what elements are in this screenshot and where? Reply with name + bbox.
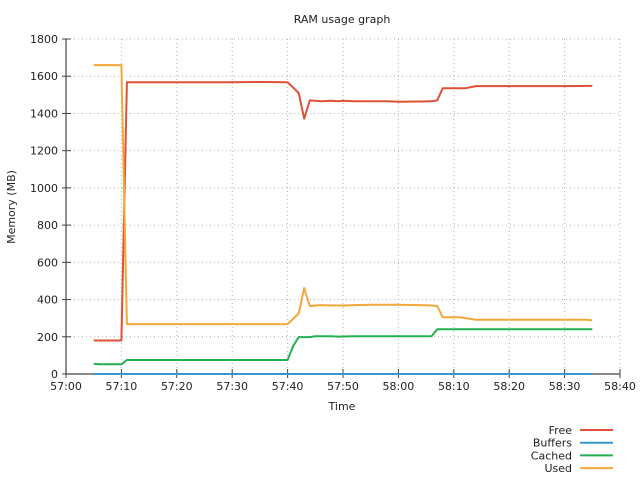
grid-lines — [66, 38, 621, 374]
y-tick-label: 1800 — [30, 33, 58, 46]
y-tick-label: 1400 — [30, 107, 58, 120]
x-axis-ticks: 57:00 57:10 57:20 57:30 57:40 57:50 58:00 58:10… — [50, 369, 636, 393]
y-tick-label: 1200 — [30, 145, 58, 158]
legend-label-cached: Cached — [531, 449, 572, 462]
y-tick-label: 1000 — [30, 182, 58, 195]
x-axis-title: Time — [328, 400, 356, 413]
y-tick-label: 400 — [37, 294, 58, 307]
y-tick-label: 1600 — [30, 70, 58, 83]
series-lines — [93, 64, 593, 375]
x-tick-label: 58:40 — [604, 380, 636, 393]
chart-title: RAM usage graph — [294, 13, 391, 26]
x-tick-label: 58:10 — [438, 380, 470, 393]
series-line-used — [93, 64, 593, 326]
x-tick-label: 58:20 — [493, 380, 525, 393]
x-tick-label: 57:20 — [161, 380, 193, 393]
legend-label-buffers: Buffers — [533, 437, 572, 450]
y-tick-label: 0 — [51, 368, 58, 381]
x-tick-label: 57:40 — [272, 380, 304, 393]
y-tick-label: 200 — [37, 331, 58, 344]
y-axis-ticks: 0 200 400 600 800 1000 1200 1400 1600 1800 — [30, 33, 71, 381]
series-line-free — [93, 81, 593, 342]
y-tick-label: 600 — [37, 256, 58, 269]
x-tick-label: 57:30 — [216, 380, 248, 393]
y-tick-label: 800 — [37, 219, 58, 232]
x-tick-label: 58:00 — [383, 380, 415, 393]
x-tick-label: 57:00 — [50, 380, 82, 393]
legend-label-free: Free — [549, 424, 573, 437]
x-tick-label: 57:10 — [106, 380, 138, 393]
x-tick-label: 57:50 — [327, 380, 359, 393]
series-line-cached — [93, 328, 593, 366]
legend-label-used: Used — [544, 462, 572, 475]
x-tick-label: 58:30 — [549, 380, 581, 393]
y-axis-title: Memory (MB) — [5, 170, 18, 244]
